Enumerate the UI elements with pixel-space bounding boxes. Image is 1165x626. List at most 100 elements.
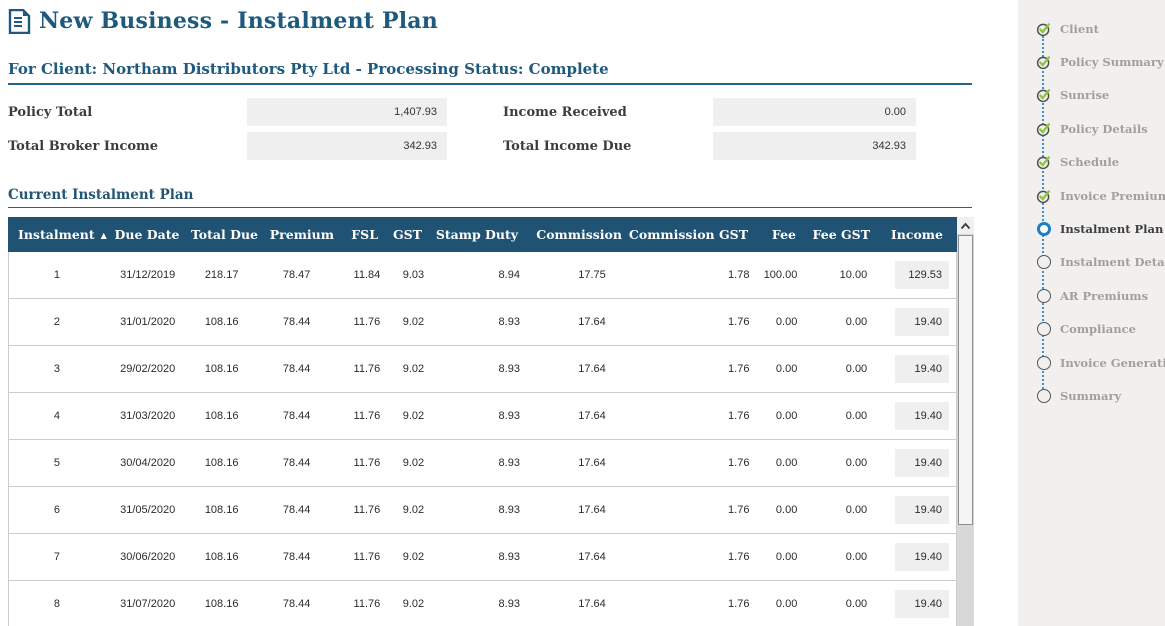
column-header-premium[interactable]: Premium [269,227,334,242]
wizard-step-label: AR Premiums [1060,288,1149,303]
wizard-step[interactable]: Summary [1036,379,1165,412]
wizard-step[interactable]: Client [1036,12,1165,45]
cell-income: 19.40 [873,449,956,477]
column-header-stamp-duty[interactable]: Stamp Duty [435,227,518,242]
cell-instalment: 2 [53,316,60,328]
cell-premium: 78.44 [282,457,311,469]
cell-stamp-duty: 8.93 [498,551,520,563]
cell-instalment: 5 [53,457,60,469]
check-circle-icon [1036,89,1051,103]
column-header-fee-gst[interactable]: Fee GST [812,227,870,242]
wizard-step-label: Client [1060,21,1099,36]
column-header-income[interactable]: Income [890,227,943,242]
wizard-step-label: Sunrise [1060,88,1110,103]
cell-due-date: 29/02/2020 [120,363,176,375]
wizard-step[interactable]: Sunrise [1036,79,1165,112]
cell-commission-gst: 1.76 [728,457,750,469]
page-title: New Business - Instalment Plan [39,8,438,34]
cell-fsl: 11.76 [353,410,381,422]
table-row[interactable]: 2 31/01/2020 108.16 78.44 11.76 9.02 8.9… [9,299,956,346]
income-field[interactable]: 19.40 [895,308,950,336]
cell-commission-gst: 1.76 [728,504,750,516]
table-row[interactable]: 5 30/04/2020 108.16 78.44 11.76 9.02 8.9… [9,440,956,487]
wizard-step[interactable]: Instalment Plan [1036,212,1165,245]
income-field[interactable]: 19.40 [895,543,950,571]
wizard-step[interactable]: Instalment Details [1036,246,1165,279]
wizard-step[interactable]: Invoice Premiums [1036,179,1165,212]
total-broker-income-value: 342.93 [247,132,447,160]
cell-instalment: 1 [53,269,60,281]
table-row[interactable]: 1 31/12/2019 218.17 78.47 11.84 9.03 8.9… [9,252,956,299]
cell-gst: 9.02 [402,457,425,469]
summary-row: Policy Total 1,407.93 Income Received 0.… [8,98,990,126]
cell-instalment: 7 [53,551,60,563]
cell-income: 129.53 [873,261,956,289]
column-header-due-date[interactable]: Due Date [114,227,180,242]
cell-fsl: 11.76 [353,457,381,469]
wizard-step[interactable]: Invoice Generation [1036,346,1165,379]
column-header-fee[interactable]: Fee [771,227,796,242]
income-field[interactable]: 19.40 [895,590,950,618]
active-step-circle-icon [1037,222,1051,237]
cell-fee: 0.00 [775,504,798,516]
column-header-total-due[interactable]: Total Due [190,227,258,242]
vertical-scrollbar[interactable] [957,217,974,626]
cell-total-due: 108.16 [204,551,239,563]
wizard-step-label: Policy Summary [1060,55,1164,70]
current-instalment-plan-heading: Current Instalment Plan [8,187,972,208]
wizard-step-label: Policy Details [1060,121,1148,136]
cell-fee: 0.00 [775,410,798,422]
income-received-label: Income Received [503,104,627,120]
income-field[interactable]: 19.40 [895,496,950,524]
cell-fee: 0.00 [775,316,798,328]
column-header-instalment[interactable]: Instalment ▲ [18,227,107,242]
check-circle-icon [1036,123,1051,136]
scrollbar-thumb[interactable] [958,235,973,525]
check-circle-icon [1036,22,1051,36]
cell-premium: 78.44 [282,598,311,610]
income-field[interactable]: 19.40 [895,355,950,383]
cell-commission: 17.64 [578,316,606,328]
cell-fsl: 11.76 [353,504,381,516]
cell-due-date: 31/07/2020 [120,598,176,610]
check-circle-icon [1036,156,1051,170]
cell-fee: 100.00 [763,269,798,281]
column-header-fsl[interactable]: FSL [351,227,378,242]
cell-commission: 17.64 [578,363,606,375]
cell-commission-gst: 1.76 [728,410,750,422]
table-row[interactable]: 7 30/06/2020 108.16 78.44 11.76 9.02 8.9… [9,534,956,581]
main-content: New Business - Instalment Plan For Clien… [8,8,990,626]
wizard-step[interactable]: Policy Summary [1036,45,1165,78]
cell-commission-gst: 1.76 [728,363,750,375]
income-field[interactable]: 19.40 [895,402,950,430]
client-status-subtitle: For Client: Northam Distributors Pty Ltd… [8,60,609,78]
column-header-commission[interactable]: Commission [536,227,622,242]
scroll-up-button[interactable] [957,217,974,234]
income-field[interactable]: 19.40 [895,449,950,477]
cell-gst: 9.02 [402,410,425,422]
wizard-step[interactable]: Schedule [1036,146,1165,179]
cell-premium: 78.44 [282,363,311,375]
table-row[interactable]: 3 29/02/2020 108.16 78.44 11.76 9.02 8.9… [9,346,956,393]
cell-commission-gst: 1.76 [728,316,750,328]
income-field[interactable]: 129.53 [895,261,950,289]
total-income-due-value: 342.93 [713,132,916,160]
cell-due-date: 31/01/2020 [120,316,176,328]
column-header-gst[interactable]: GST [392,227,422,242]
table-row[interactable]: 8 31/07/2020 108.16 78.44 11.76 9.02 8.9… [9,581,956,626]
wizard-step[interactable]: Policy Details [1036,112,1165,145]
cell-total-due: 108.16 [204,457,239,469]
sort-asc-icon: ▲ [100,230,107,240]
table-row[interactable]: 6 31/05/2020 108.16 78.44 11.76 9.02 8.9… [9,487,956,534]
check-circle-icon [1036,189,1051,203]
table-row[interactable]: 4 31/03/2020 108.16 78.44 11.76 9.02 8.9… [9,393,956,440]
column-header-commission-gst[interactable]: Commission GST [628,227,748,242]
cell-premium: 78.44 [282,316,311,328]
wizard-step[interactable]: AR Premiums [1036,279,1165,312]
wizard-step-label: Schedule [1060,155,1120,170]
pending-step-circle-icon [1037,288,1051,303]
wizard-sidebar: Client Policy Summary Sunrise [1018,0,1165,626]
cell-commission: 17.64 [578,504,606,516]
wizard-step[interactable]: Compliance [1036,313,1165,346]
cell-income: 19.40 [873,590,956,618]
